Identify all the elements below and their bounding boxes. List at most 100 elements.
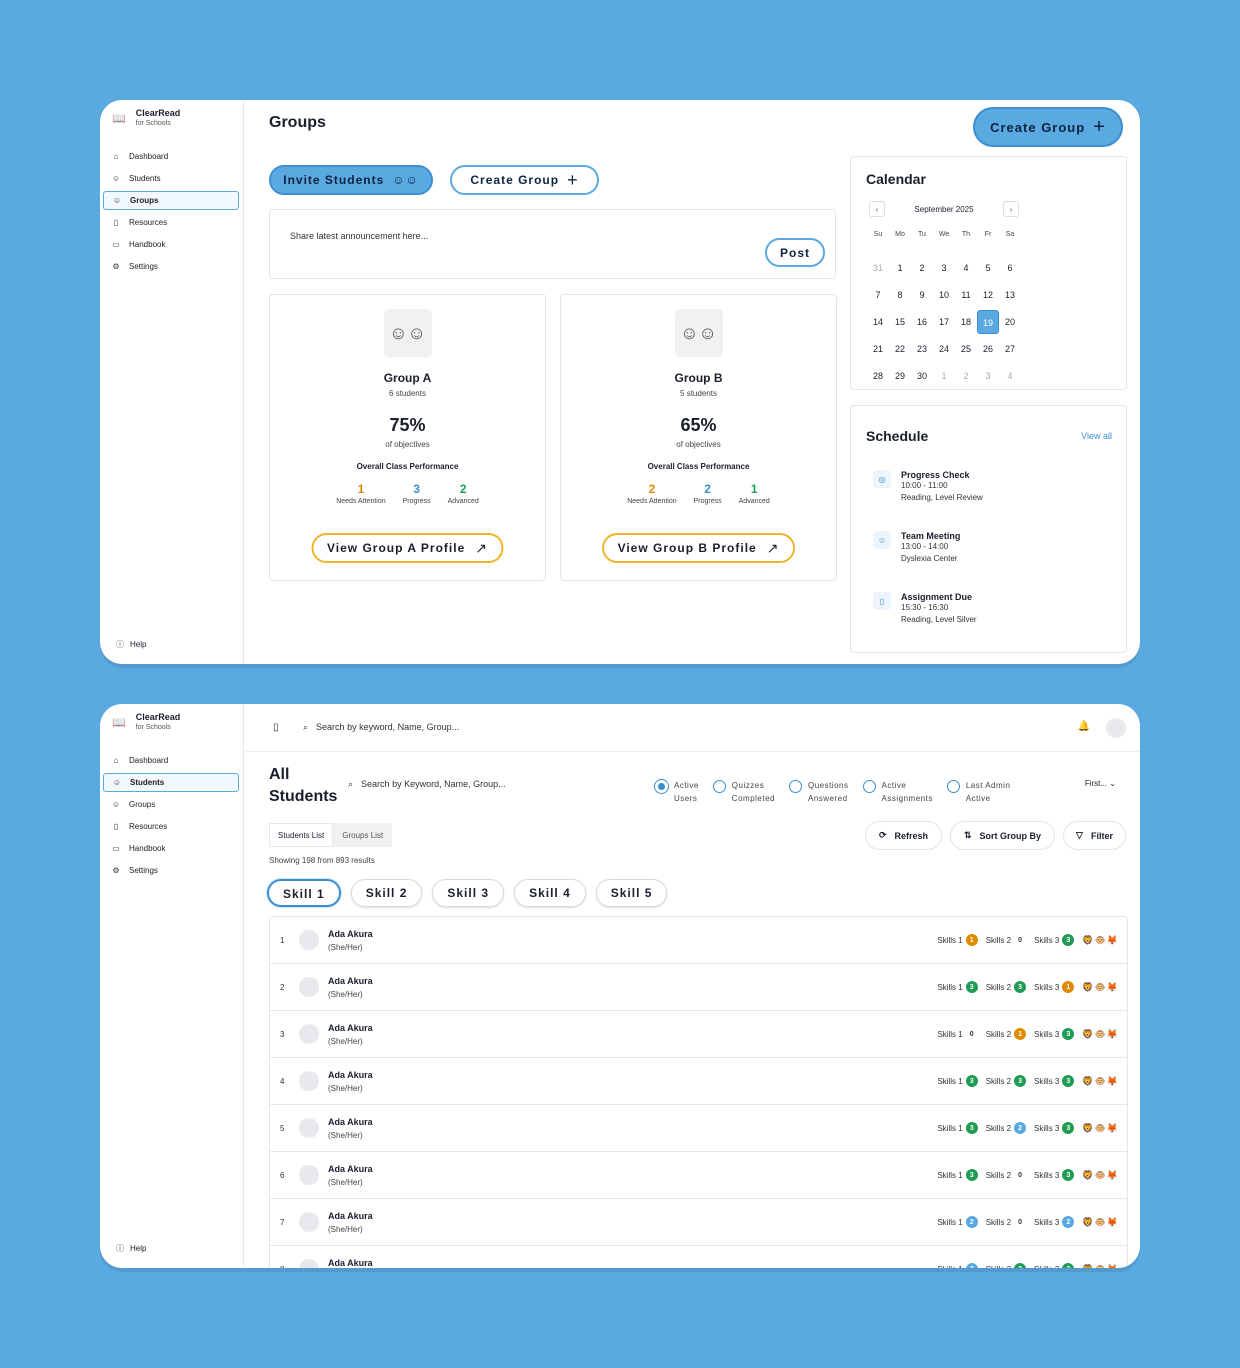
brand[interactable]: 📖 ClearRead for Schools (112, 108, 180, 129)
calendar-day[interactable]: 4 (963, 263, 969, 273)
calendar-day[interactable]: 16 (916, 317, 927, 327)
calendar-day[interactable]: 3 (985, 371, 991, 381)
calendar-day[interactable]: 29 (894, 371, 905, 381)
calendar-day[interactable]: 30 (916, 371, 927, 381)
tab-groups-list[interactable]: Groups List (333, 823, 393, 847)
top-search-input[interactable]: ⌕ Search by keyword, Name, Group... (303, 722, 459, 733)
schedule-event[interactable]: ◎ Progress Check 10:00 - 11:00 Reading, Le… (873, 470, 983, 504)
tab-students-list[interactable]: Students List (269, 823, 334, 847)
calendar-day[interactable]: 18 (960, 317, 971, 327)
calendar-day[interactable]: 25 (960, 344, 971, 354)
radio-active-assignments[interactable]: Active Assignments (862, 779, 933, 805)
skill-label: Skills 1 (937, 1123, 963, 1133)
sidebar-item-resources[interactable]: ▯ Resources (103, 213, 239, 232)
view-group-b-profile-button[interactable]: View Group B Profile ↗ (601, 533, 796, 563)
sidebar-item-groups[interactable]: ☺ Groups (103, 191, 239, 210)
sidebar-item-settings[interactable]: ⚙ Settings (103, 257, 239, 276)
skill-tab-2[interactable]: Skill 2 (350, 879, 423, 907)
calendar-day[interactable]: 15 (894, 317, 905, 327)
calendar-day[interactable]: 13 (1004, 290, 1015, 300)
filter-button[interactable]: ▽ Filter (1063, 821, 1126, 850)
sidebar-item-students[interactable]: ☺ Students (103, 169, 239, 188)
skill-label: Skills 3 (1034, 1170, 1060, 1180)
skill-tab-4[interactable]: Skill 4 (514, 879, 586, 907)
invite-students-button[interactable]: Invite Students ☺☺ (269, 165, 433, 195)
skill-tab-1[interactable]: Skill 1 (267, 879, 341, 907)
calendar-day[interactable]: 6 (1007, 263, 1013, 273)
table-row[interactable]: 7 Ada Akura (She/Her) Skills 1 2 Skills 2 0 Ski… (270, 1199, 1127, 1246)
calendar-day[interactable]: 31 (872, 263, 883, 273)
calendar-day[interactable]: 19 (977, 310, 999, 334)
calendar-day[interactable]: 2 (919, 263, 925, 273)
radio-active-users[interactable]: Active Users (655, 779, 699, 805)
calendar-day[interactable]: 23 (916, 344, 927, 354)
help-link[interactable]: ⓘ Help (116, 1243, 146, 1254)
schedule-event[interactable]: ▯ Assignment Due 15:30 - 16:30 Reading, Le… (873, 592, 977, 626)
avatar[interactable] (1106, 718, 1126, 738)
calendar-day[interactable]: 4 (1007, 371, 1013, 381)
calendar-day[interactable]: 9 (919, 290, 925, 300)
calendar-day[interactable]: 28 (872, 371, 883, 381)
calendar-day[interactable]: 2 (963, 371, 969, 381)
radio-last-admin-active[interactable]: Last Admin Active (946, 779, 1011, 805)
table-row[interactable]: 5 Ada Akura (She/Her) Skills 1 3 Skills 2 2 Ski… (270, 1105, 1127, 1152)
sidebar-item-handbook[interactable]: ▭ Handbook (103, 235, 239, 254)
sidebar-item-dashboard[interactable]: ⌂ Dashboard (103, 751, 239, 770)
help-link[interactable]: ⓘ Help (116, 639, 146, 650)
chevron-left-icon[interactable]: ‹ (869, 201, 885, 217)
calendar-day[interactable]: 26 (982, 344, 993, 354)
announcement-input[interactable]: Share latest announcement here... (290, 231, 429, 241)
sidebar-item-resources[interactable]: ▯ Resources (103, 817, 239, 836)
calendar-day[interactable]: 10 (938, 290, 949, 300)
sidebar-toggle-icon[interactable]: ▯ (273, 722, 279, 733)
calendar-day[interactable]: 14 (872, 317, 883, 327)
sidebar-item-groups[interactable]: ☺ Groups (103, 795, 239, 814)
sidebar-item-handbook[interactable]: ▭ Handbook (103, 839, 239, 858)
sidebar-item-dashboard[interactable]: ⌂ Dashboard (103, 147, 239, 166)
bell-icon[interactable]: 🔔 (1077, 721, 1090, 732)
sidebar-item-settings[interactable]: ⚙ Settings (103, 861, 239, 880)
skill-count: 2 (965, 1263, 978, 1268)
skill-tab-5[interactable]: Skill 5 (595, 879, 668, 907)
view-all-link[interactable]: View all (1081, 431, 1112, 441)
calendar-day[interactable]: 20 (1004, 317, 1015, 327)
calendar-day[interactable]: 1 (941, 371, 947, 381)
create-group-button-top[interactable]: Create Group + (973, 107, 1123, 147)
table-row[interactable]: 6 Ada Akura (She/Her) Skills 1 3 Skills 2 0 Ski… (270, 1152, 1127, 1199)
skill-label: Skills 2 (985, 982, 1012, 992)
sidebar-item-students[interactable]: ☺ Students (103, 773, 239, 792)
calendar-day[interactable]: 1 (897, 263, 903, 273)
radio-label: Assignments (881, 794, 933, 803)
brand[interactable]: 📖 ClearRead for Schools (112, 712, 180, 733)
calendar-day[interactable]: 8 (897, 290, 903, 300)
post-button[interactable]: Post (765, 238, 825, 267)
radio-quizzes-completed[interactable]: Quizzes Completed (712, 779, 775, 805)
calendar-day[interactable]: 11 (961, 290, 971, 300)
student-search-input[interactable]: ⌕ Search by Keyword, Name, Group... (348, 779, 506, 790)
first-select[interactable]: First... ⌄ (1085, 779, 1116, 788)
table-row[interactable]: 3 Ada Akura (She/Her) Skills 1 0 Skills 2 1 Ski… (270, 1011, 1127, 1058)
create-group-button[interactable]: Create Group + (450, 165, 599, 195)
view-group-a-profile-button[interactable]: View Group A Profile ↗ (311, 533, 504, 563)
schedule-event[interactable]: ☺ Team Meeting 13:00 - 14:00 Dyslexia Cent… (873, 531, 960, 565)
calendar-day[interactable]: 3 (941, 263, 947, 273)
sort-group-button[interactable]: ⇅ Sort Group By (950, 821, 1055, 850)
table-row[interactable]: 4 Ada Akura (She/Her) Skills 1 3 Skills 2 3 Ski… (270, 1058, 1127, 1105)
calendar-day[interactable]: 27 (1004, 344, 1015, 354)
table-row[interactable]: 2 Ada Akura (She/Her) Skills 1 3 Skills 2 3 Ski… (270, 964, 1127, 1011)
calendar-day[interactable]: 24 (938, 344, 949, 354)
skill-tab-3[interactable]: Skill 3 (432, 879, 505, 907)
calendar-day[interactable]: 12 (982, 290, 993, 300)
chevron-right-icon[interactable]: › (1003, 201, 1019, 217)
announcement-box[interactable]: Share latest announcement here... Post (269, 209, 836, 279)
calendar-day[interactable]: 21 (872, 344, 883, 354)
calendar-day[interactable]: 22 (894, 344, 905, 354)
calendar-day[interactable]: 5 (985, 263, 991, 273)
calendar-day[interactable]: 17 (938, 317, 949, 327)
calendar-day[interactable]: 7 (875, 290, 881, 300)
students-table: 1 Ada Akura (She/Her) Skills 1 1 Skills 2 0 Ski… (269, 916, 1128, 1268)
radio-questions-answered[interactable]: Questions Answered (788, 779, 849, 805)
table-row[interactable]: 1 Ada Akura (She/Her) Skills 1 1 Skills 2 0 Ski… (270, 917, 1127, 964)
refresh-button[interactable]: ⟳ Refresh (865, 821, 942, 850)
